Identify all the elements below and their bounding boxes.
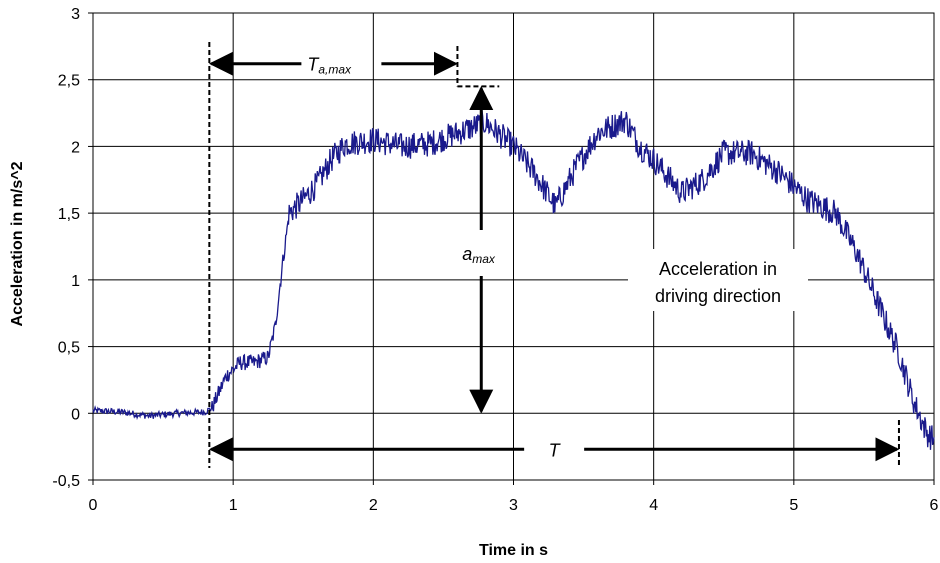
y-tick-label: 0,5 <box>58 340 80 357</box>
x-tick-label: 6 <box>930 497 939 514</box>
x-tick-label: 3 <box>509 497 518 514</box>
x-tick-label: 5 <box>789 497 798 514</box>
curve-label-line-1: Acceleration in <box>659 259 777 279</box>
axis-ticks: -0,5 0 0,5 1 1,5 2 2,5 3 0 1 2 3 4 5 6 <box>52 6 938 514</box>
x-tick-label: 1 <box>229 497 238 514</box>
y-tick-label: 3 <box>71 6 80 23</box>
amax-label: amax <box>462 244 496 266</box>
x-tick-label: 4 <box>649 497 658 514</box>
curve-label-line-2: driving direction <box>655 286 781 306</box>
y-tick-label: 2,5 <box>58 73 80 90</box>
y-tick-label: 0 <box>71 406 80 423</box>
t-label: T <box>549 440 562 460</box>
y-tick-label: 1,5 <box>58 206 80 223</box>
y-tick-label: 1 <box>71 273 80 290</box>
y-tick-label: 2 <box>71 139 80 156</box>
y-axis-title: Acceleration in m/s^2 <box>9 161 26 326</box>
annotations: Ta,max amax T Acceleration in driving direct… <box>208 42 900 468</box>
acceleration-series-line <box>92 110 935 450</box>
grid-lines <box>88 12 935 485</box>
curve-label-background <box>628 249 808 311</box>
x-axis-title: Time in s <box>479 542 548 559</box>
x-tick-label: 2 <box>369 497 378 514</box>
y-tick-label: -0,5 <box>52 473 80 490</box>
chart-marks <box>92 110 935 450</box>
x-tick-label: 0 <box>89 497 98 514</box>
t-amax-label: Ta,max <box>307 55 352 77</box>
